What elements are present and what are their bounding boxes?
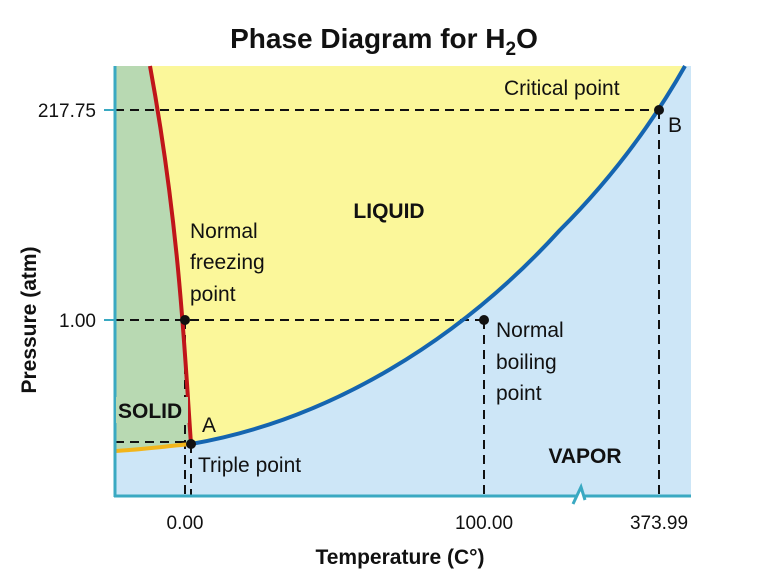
freezing-point-label-line2: freezing xyxy=(190,251,265,274)
y-tick-label-1: 1.00 xyxy=(59,311,96,332)
critical-point-label: Critical point xyxy=(504,77,620,100)
diagram-title: Phase Diagram for H2O xyxy=(230,23,538,60)
title-subscript: 2 xyxy=(506,39,517,60)
fusion-curve xyxy=(148,65,193,445)
liquid-region xyxy=(150,66,685,444)
boiling-point-label-line1: Normal xyxy=(496,319,564,342)
x-tick-label-100: 100.00 xyxy=(455,513,513,534)
title-end: O xyxy=(516,23,538,54)
critical-point-marker xyxy=(654,105,664,115)
title-main: Phase Diagram for H xyxy=(230,23,505,54)
solid-region xyxy=(115,66,191,451)
x-tick-label-0: 0.00 xyxy=(167,513,204,534)
x-axis-label: Temperature (C°) xyxy=(315,546,484,569)
critical-point-letter: B xyxy=(668,114,682,137)
triple-point-marker xyxy=(186,439,196,449)
boiling-point-label-line2: boiling xyxy=(496,351,557,374)
vaporization-curve xyxy=(190,65,687,446)
y-axis-label: Pressure (atm) xyxy=(18,246,41,393)
boiling-point-marker xyxy=(479,315,489,325)
sublimation-curve xyxy=(114,442,192,453)
y-tick-label-217: 217.75 xyxy=(38,101,96,122)
axis-break-mark xyxy=(571,482,587,505)
triple-point-letter: A xyxy=(202,414,216,437)
triple-point-label: Triple point xyxy=(198,454,301,477)
boiling-point-label-line3: point xyxy=(496,382,542,405)
freezing-point-label-line1: Normal xyxy=(190,220,258,243)
x-tick-label-374: 373.99 xyxy=(630,513,688,534)
vapor-region-label: VAPOR xyxy=(548,445,621,468)
solid-region-label: SOLID xyxy=(118,400,182,423)
liquid-region-label: LIQUID xyxy=(353,200,424,223)
freezing-point-marker xyxy=(180,315,190,325)
freezing-point-label-line3: point xyxy=(190,283,236,306)
solid-label-backing xyxy=(116,397,188,423)
